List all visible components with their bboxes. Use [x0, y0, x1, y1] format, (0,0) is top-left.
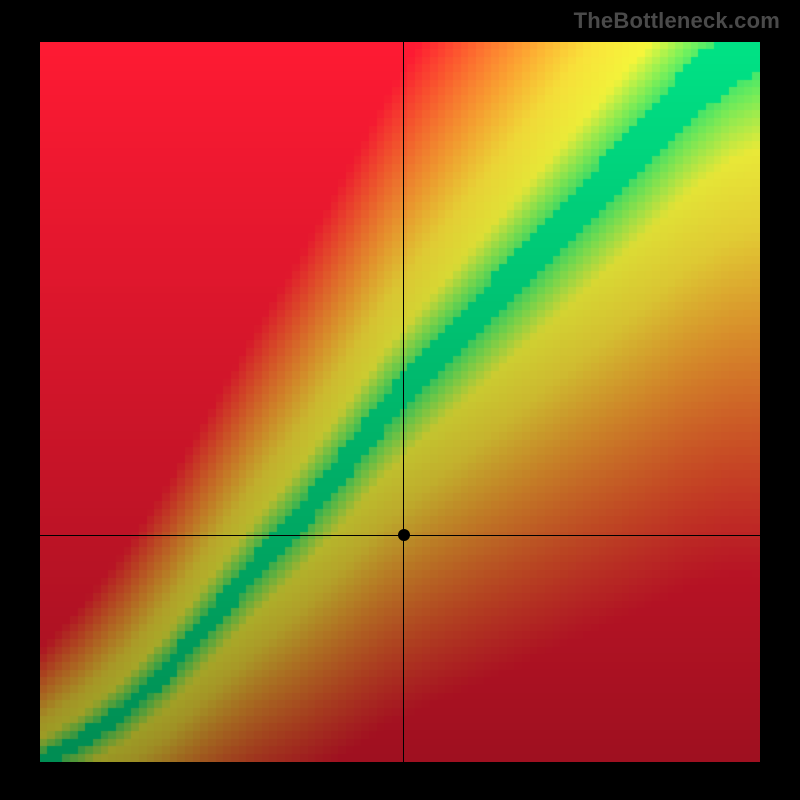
- heatmap-plot: [40, 42, 760, 762]
- heatmap-canvas: [40, 42, 760, 762]
- watermark-text: TheBottleneck.com: [574, 8, 780, 34]
